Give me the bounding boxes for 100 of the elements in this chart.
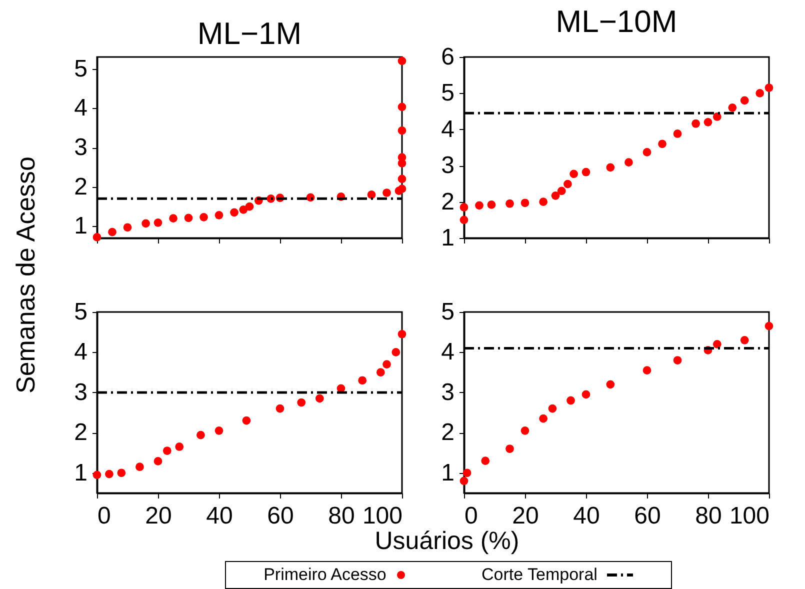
y-tick-label: 6 xyxy=(441,44,454,70)
point xyxy=(566,396,575,405)
point xyxy=(169,214,178,222)
point xyxy=(214,426,224,435)
point xyxy=(539,414,548,423)
point xyxy=(506,444,514,453)
point xyxy=(520,198,530,208)
point xyxy=(481,456,490,465)
point xyxy=(506,199,514,208)
point xyxy=(462,468,472,478)
y-tick-label: 1 xyxy=(441,459,454,486)
point xyxy=(673,130,682,138)
y-tick-label: 4 xyxy=(441,338,454,366)
point xyxy=(764,84,774,92)
point xyxy=(756,89,764,98)
x-tick-label: 0 xyxy=(98,502,111,530)
y-tick-label: 4 xyxy=(74,338,88,366)
y-tick-label: 3 xyxy=(74,378,88,406)
y-tick-label: 4 xyxy=(74,94,88,122)
point xyxy=(658,140,666,148)
point xyxy=(136,462,144,472)
point xyxy=(392,348,400,356)
point xyxy=(358,376,367,385)
point xyxy=(460,216,468,224)
point xyxy=(315,394,324,403)
point xyxy=(105,470,114,478)
point xyxy=(539,198,548,206)
point xyxy=(92,470,102,480)
point xyxy=(642,148,652,156)
point xyxy=(475,201,484,210)
point xyxy=(740,336,749,344)
y-tick-label: 5 xyxy=(74,55,88,82)
point xyxy=(487,200,496,209)
point xyxy=(382,360,391,368)
point xyxy=(557,186,566,196)
point xyxy=(740,96,749,105)
point xyxy=(142,219,150,228)
point xyxy=(764,322,774,330)
point xyxy=(196,430,205,440)
x-tick-label: 100 xyxy=(362,502,402,530)
y-tick-label: 3 xyxy=(441,152,454,180)
point xyxy=(728,104,737,112)
point xyxy=(245,202,254,211)
legend-label: Primeiro Acesso xyxy=(264,565,386,585)
point xyxy=(642,366,652,374)
point xyxy=(154,218,162,227)
point xyxy=(606,163,615,172)
chart-title: ML−1M xyxy=(197,16,302,51)
x-tick-label: 80 xyxy=(695,502,722,530)
point xyxy=(692,119,700,128)
point xyxy=(606,380,615,389)
x-tick-label: 40 xyxy=(573,502,600,530)
point xyxy=(564,180,572,188)
point xyxy=(398,56,406,66)
x-tick-label: 20 xyxy=(145,502,172,530)
point xyxy=(704,118,712,126)
y-tick-label: 2 xyxy=(74,419,88,446)
point xyxy=(117,468,126,478)
y-tick-label: 2 xyxy=(441,419,454,446)
point xyxy=(551,191,560,200)
point xyxy=(376,368,385,377)
y-tick-label: 3 xyxy=(441,378,454,406)
point xyxy=(398,184,406,193)
point xyxy=(673,356,682,364)
point xyxy=(108,228,116,236)
x-tick-label: 60 xyxy=(634,502,661,530)
y-tick-label: 2 xyxy=(441,188,454,216)
y-tick-label: 1 xyxy=(441,224,454,252)
x-tick-label: 40 xyxy=(206,502,233,530)
point xyxy=(297,398,306,407)
point xyxy=(200,212,208,222)
point xyxy=(398,126,406,135)
point xyxy=(460,476,468,486)
point xyxy=(92,233,102,242)
y-tick-label: 3 xyxy=(74,134,88,161)
point xyxy=(520,426,530,435)
y-tick-label: 2 xyxy=(74,173,88,200)
point xyxy=(175,442,184,451)
x-axis-title: Usuários (%) xyxy=(374,527,520,556)
point xyxy=(398,330,406,338)
point xyxy=(398,174,406,184)
y-tick-label: 5 xyxy=(441,298,454,326)
point xyxy=(570,170,578,178)
point xyxy=(214,211,224,220)
y-axis-title: Semanas de Acesso xyxy=(10,156,42,394)
x-tick-label: 20 xyxy=(512,502,539,530)
x-tick-label: 100 xyxy=(729,502,770,530)
point xyxy=(398,102,406,112)
point xyxy=(276,404,284,413)
point xyxy=(367,190,376,199)
legend-label: Corte Temporal xyxy=(482,565,598,585)
y-tick-label: 1 xyxy=(74,212,88,240)
point xyxy=(242,416,251,425)
point xyxy=(239,205,248,214)
point xyxy=(624,158,633,167)
y-tick-label: 5 xyxy=(74,298,88,326)
point xyxy=(582,390,590,399)
y-tick-label: 5 xyxy=(441,80,454,107)
point xyxy=(712,112,722,121)
point xyxy=(460,203,468,212)
